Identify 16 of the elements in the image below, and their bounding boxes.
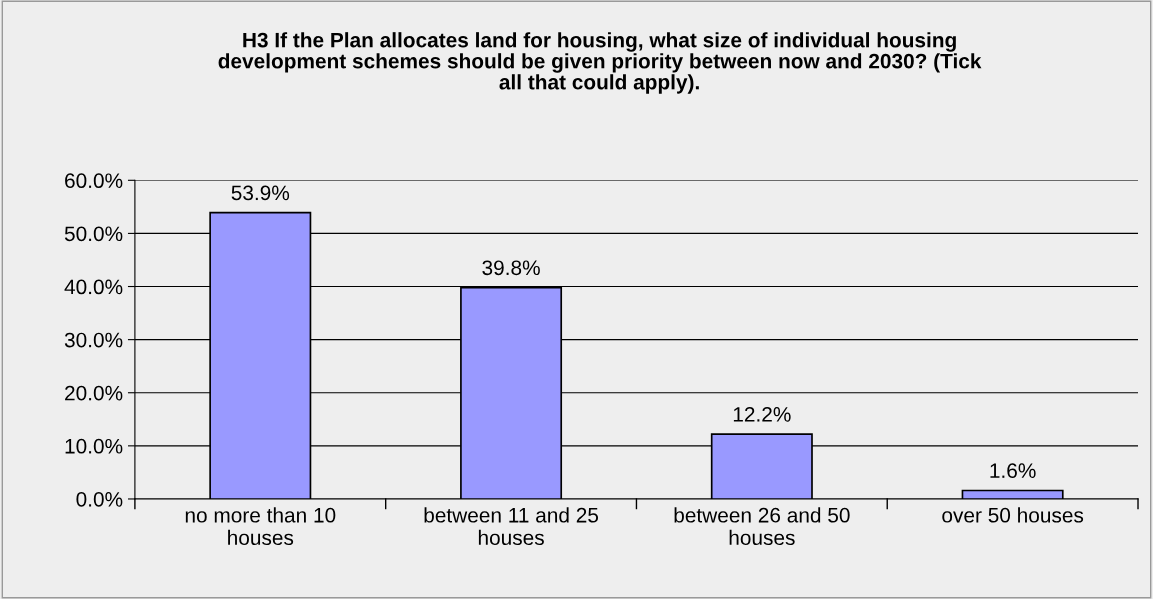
x-tick-label: no more than 10 houses (185, 507, 336, 546)
y-tick-label: 50.0% (64, 226, 123, 242)
x-tick-label: between 26 and 50 houses (674, 507, 850, 546)
chart-title: H3 If the Plan allocates land for housing, what size of individual housing development schemes should be given priority between now and 2030? (Tick all that could apply). (218, 32, 982, 94)
y-tick-label: 30.0% (64, 332, 123, 348)
x-tick-label: over 50 houses (942, 507, 1084, 523)
x-tick-label: between 11 and 25 houses (424, 507, 599, 546)
y-tick-label: 10.0% (65, 438, 123, 454)
data-label: 12.2% (733, 406, 791, 422)
data-label: 39.8% (482, 260, 540, 276)
y-tick-label: 0.0% (76, 491, 123, 507)
data-label: 1.6% (990, 463, 1036, 479)
data-label: 53.9% (231, 185, 290, 201)
y-tick-label: 40.0% (64, 279, 123, 295)
y-tick-label: 20.0% (65, 385, 123, 401)
y-tick-label: 60.0% (65, 173, 123, 189)
